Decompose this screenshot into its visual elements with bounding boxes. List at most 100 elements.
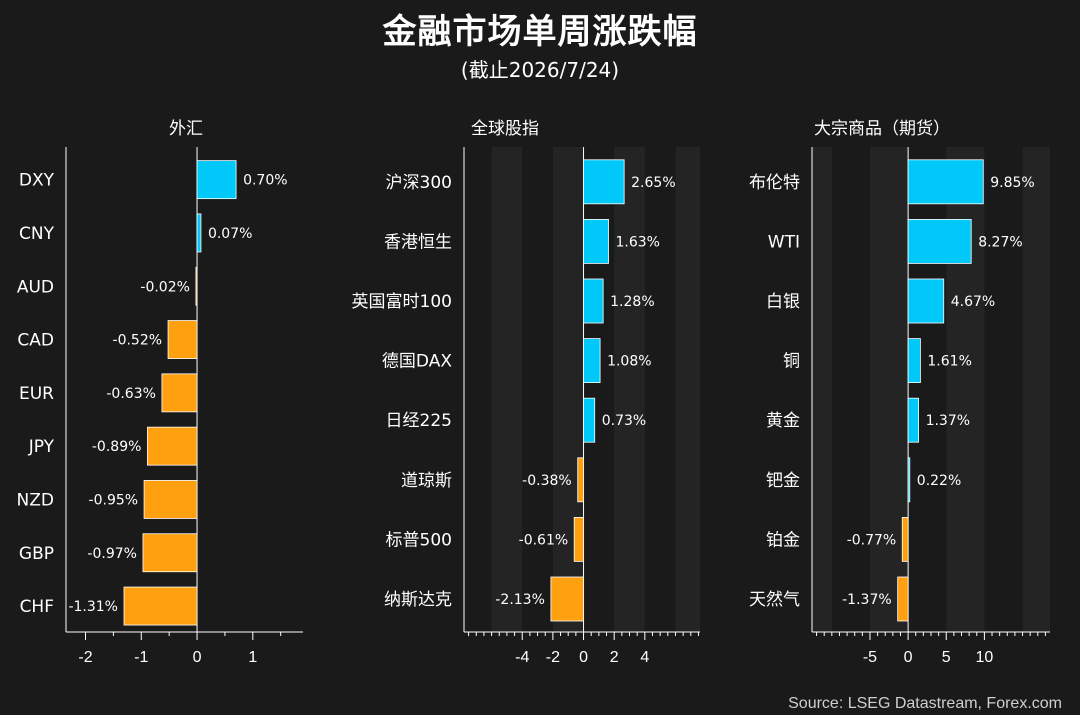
source-note: Source: LSEG Datastream, Forex.com bbox=[788, 695, 1062, 712]
bar bbox=[583, 278, 604, 324]
background-band bbox=[1022, 147, 1050, 632]
category-label: 道琼斯 bbox=[401, 471, 452, 491]
background-band bbox=[869, 147, 909, 632]
bar bbox=[123, 586, 198, 626]
bar bbox=[142, 533, 198, 573]
x-tick-label: 2 bbox=[610, 649, 619, 666]
bar bbox=[147, 426, 198, 466]
bar bbox=[907, 457, 911, 503]
value-label: 1.28% bbox=[610, 294, 654, 310]
value-label: -1.31% bbox=[68, 599, 118, 615]
value-label: 1.63% bbox=[616, 234, 660, 250]
x-tick-label: 4 bbox=[640, 649, 649, 666]
bar bbox=[195, 266, 198, 306]
category-label: 铜 bbox=[783, 352, 800, 372]
panel-1: 外汇 -2 -1 0 1 DXY 0.70% CNY 0.07% AUD -0.02% CAD -0.5… bbox=[17, 119, 303, 666]
bar bbox=[577, 457, 584, 503]
category-label: EUR bbox=[19, 384, 54, 404]
bar bbox=[161, 373, 198, 413]
chart-subtitle: (截止2026/7/24) bbox=[460, 58, 620, 82]
value-label: -0.02% bbox=[140, 279, 190, 295]
category-label: 沪深300 bbox=[386, 173, 452, 193]
bar bbox=[583, 397, 596, 443]
bar bbox=[196, 213, 202, 253]
bar bbox=[907, 159, 984, 205]
value-label: -0.89% bbox=[92, 439, 142, 455]
value-label: -2.13% bbox=[495, 592, 545, 608]
x-tick-label: 0 bbox=[193, 649, 202, 666]
background-band bbox=[614, 147, 645, 632]
bar bbox=[196, 160, 237, 200]
bar bbox=[901, 517, 909, 562]
panel-title: 大宗商品（期货） bbox=[814, 119, 950, 139]
panel-3: 大宗商品（期货） -5 0 5 10 布伦特 9.85% WTI 8.27% 白银 4.67% 铜 1.… bbox=[749, 119, 1050, 666]
panel-title: 外汇 bbox=[169, 119, 203, 139]
bar bbox=[907, 338, 921, 384]
x-tick-label: -1 bbox=[134, 649, 148, 666]
value-label: 4.67% bbox=[951, 294, 995, 310]
category-label: WTI bbox=[768, 232, 800, 252]
panel-title: 全球股指 bbox=[471, 119, 539, 139]
category-label: 铂金 bbox=[766, 530, 800, 550]
x-tick-label: -5 bbox=[863, 649, 877, 666]
category-label: CNY bbox=[19, 224, 55, 244]
category-label: 德国DAX bbox=[382, 352, 452, 372]
category-label: DXY bbox=[19, 171, 55, 191]
category-label: 英国富时100 bbox=[352, 292, 452, 312]
value-label: -0.52% bbox=[113, 333, 163, 349]
value-label: 8.27% bbox=[978, 234, 1022, 250]
x-tick-label: -2 bbox=[546, 649, 560, 666]
x-tick-label: -4 bbox=[515, 649, 529, 666]
category-label: 标普500 bbox=[386, 530, 452, 550]
value-label: -0.95% bbox=[89, 492, 139, 508]
x-tick-label: 10 bbox=[975, 649, 993, 666]
category-label: 黄金 bbox=[766, 411, 800, 431]
bar bbox=[907, 397, 919, 443]
bar bbox=[550, 576, 584, 622]
panel-2: 全球股指 -4 -2 0 2 4 沪深300 2.65% 香港恒生 1.63% 英国富时100 1.2… bbox=[352, 119, 700, 666]
value-label: -0.38% bbox=[522, 473, 572, 489]
bar bbox=[143, 480, 198, 519]
chart-title: 金融市场单周涨跌幅 bbox=[382, 12, 698, 52]
value-label: 0.22% bbox=[917, 473, 961, 489]
x-tick-label: 0 bbox=[904, 649, 913, 666]
value-label: -0.97% bbox=[87, 546, 137, 562]
bar bbox=[897, 576, 909, 622]
value-label: 0.70% bbox=[243, 173, 287, 189]
category-label: 白银 bbox=[766, 292, 800, 312]
value-label: -0.63% bbox=[106, 386, 156, 402]
bar bbox=[907, 218, 972, 264]
category-label: CAD bbox=[17, 331, 54, 351]
category-label: AUD bbox=[17, 277, 54, 297]
value-label: 1.37% bbox=[926, 413, 970, 429]
value-label: 1.61% bbox=[927, 354, 971, 370]
bar bbox=[573, 517, 584, 562]
x-tick-label: -2 bbox=[78, 649, 92, 666]
category-label: 纳斯达克 bbox=[384, 590, 452, 610]
background-band bbox=[675, 147, 700, 632]
category-label: GBP bbox=[19, 544, 54, 564]
value-label: -0.61% bbox=[519, 532, 569, 548]
category-label: NZD bbox=[17, 490, 54, 510]
bar bbox=[907, 278, 945, 324]
category-label: 天然气 bbox=[749, 590, 800, 610]
x-tick-label: 0 bbox=[579, 649, 588, 666]
bar bbox=[167, 320, 198, 359]
x-tick-label: 5 bbox=[942, 649, 951, 666]
bar bbox=[583, 159, 625, 205]
background-band bbox=[491, 147, 523, 632]
value-label: 9.85% bbox=[990, 175, 1034, 191]
value-label: 1.08% bbox=[607, 354, 651, 370]
bar bbox=[583, 338, 601, 384]
value-label: 2.65% bbox=[631, 175, 675, 191]
category-label: 日经225 bbox=[386, 411, 452, 431]
value-label: 0.07% bbox=[208, 226, 252, 242]
category-label: JPY bbox=[28, 437, 55, 457]
value-label: -0.77% bbox=[847, 532, 897, 548]
x-tick-label: 1 bbox=[248, 649, 257, 666]
background-band bbox=[812, 147, 832, 632]
value-label: 0.73% bbox=[602, 413, 646, 429]
value-label: -1.37% bbox=[842, 592, 892, 608]
bar bbox=[583, 218, 609, 264]
